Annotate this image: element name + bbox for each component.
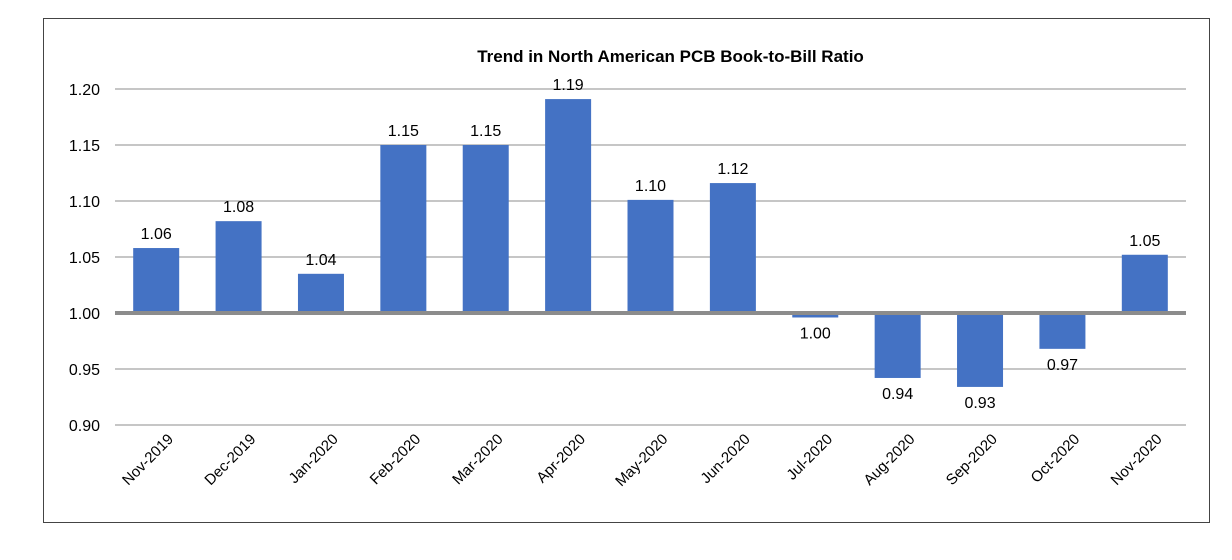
- bar-apr-2020: [545, 99, 592, 313]
- x-axis-label: Oct-2020: [1028, 431, 1084, 487]
- y-tick-label: 1.20: [69, 82, 100, 99]
- data-label: 1.10: [635, 178, 666, 195]
- data-label: 1.04: [305, 252, 336, 269]
- data-label: 0.93: [964, 395, 995, 412]
- bar-dec-2019: [215, 221, 262, 313]
- x-axis-label: Jul-2020: [783, 431, 836, 484]
- bar-nov-2019: [133, 248, 180, 313]
- data-label: 0.97: [1047, 357, 1078, 374]
- y-tick-label: 1.05: [69, 250, 100, 267]
- bar-sep-2020: [957, 313, 1004, 387]
- data-label: 1.12: [717, 161, 748, 178]
- data-labels: 1.06 1.08 1.04 1.15 1.15 1.19 1.10 1.12 1.00 0.94…: [141, 77, 1161, 412]
- bar-jul-2020: [792, 313, 839, 318]
- x-axis-label: Dec-2019: [201, 431, 259, 489]
- x-axis-labels: Nov-2019 Dec-2019 Jan-2020 Feb-2020 Mar-2020…: [119, 431, 1166, 490]
- bars: [133, 99, 1168, 387]
- data-label: 1.06: [141, 226, 172, 243]
- bar-mar-2020: [462, 145, 509, 313]
- x-axis-label: Aug-2020: [860, 431, 918, 489]
- gridlines: [115, 88, 1186, 426]
- bar-oct-2020: [1039, 313, 1086, 349]
- x-axis-label: Nov-2020: [1108, 431, 1166, 489]
- bar-nov-2020: [1121, 254, 1168, 313]
- chart-title: Trend in North American PCB Book-to-Bill…: [477, 47, 864, 66]
- y-tick-label: 0.95: [69, 362, 100, 379]
- data-label: 1.15: [388, 123, 419, 140]
- x-axis-label: Feb-2020: [367, 431, 424, 488]
- bar-may-2020: [627, 199, 674, 313]
- y-tick-label: 0.90: [69, 418, 100, 435]
- x-axis-label: Sep-2020: [943, 431, 1001, 489]
- data-label: 1.00: [800, 325, 831, 342]
- y-axis-ticks: 0.90 0.95 1.00 1.05 1.10 1.15 1.20: [69, 82, 100, 435]
- x-axis-label: Nov-2019: [119, 431, 177, 489]
- x-axis-label: Apr-2020: [533, 431, 589, 487]
- data-label: 1.08: [223, 199, 254, 216]
- bar-aug-2020: [874, 313, 921, 378]
- y-tick-label: 1.10: [69, 194, 100, 211]
- x-axis-label: May-2020: [612, 431, 671, 490]
- data-label: 1.19: [553, 77, 584, 94]
- x-axis-label: Jan-2020: [286, 431, 342, 487]
- bar-jan-2020: [297, 273, 344, 313]
- data-label: 1.05: [1129, 233, 1160, 250]
- y-tick-label: 1.15: [69, 138, 100, 155]
- data-label: 1.15: [470, 123, 501, 140]
- data-label: 0.94: [882, 386, 913, 403]
- x-axis-label: Jun-2020: [697, 431, 753, 487]
- x-axis-label: Mar-2020: [449, 431, 506, 488]
- bar-jun-2020: [709, 183, 756, 313]
- y-tick-label: 1.00: [69, 306, 100, 323]
- bar-feb-2020: [380, 145, 427, 313]
